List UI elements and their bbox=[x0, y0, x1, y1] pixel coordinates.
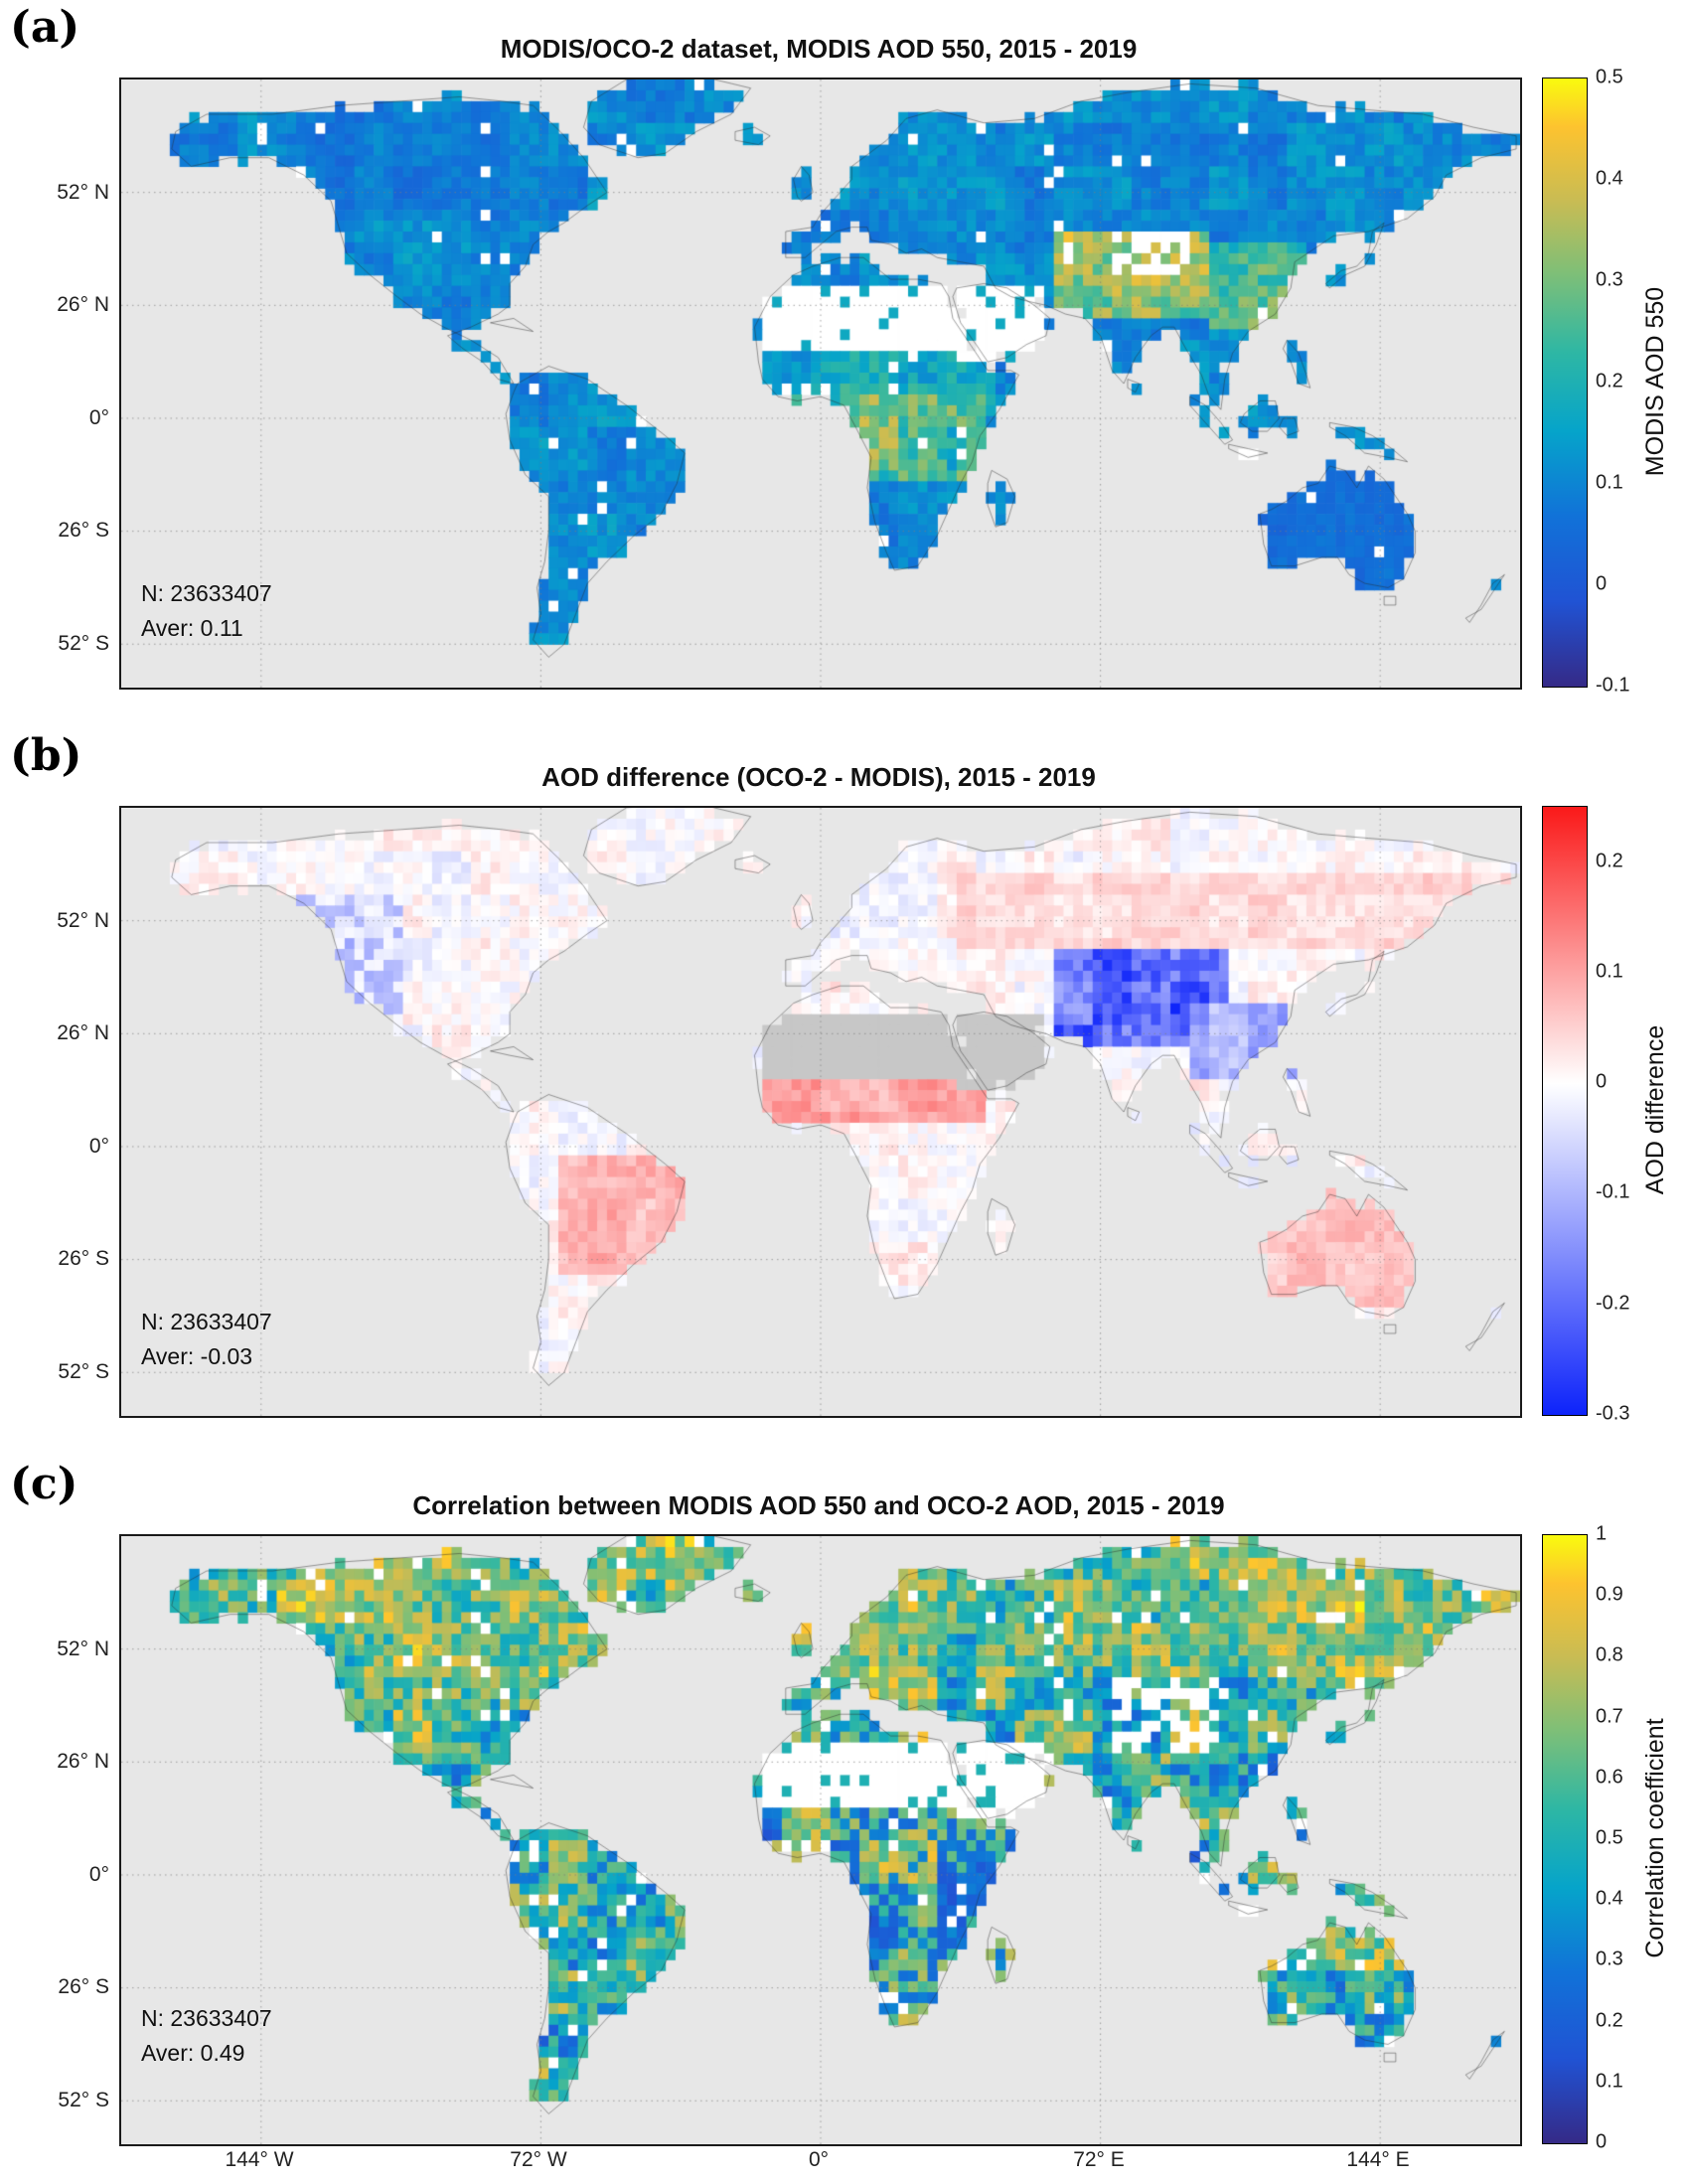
colorbar-tick: 0.2 bbox=[1596, 2009, 1623, 2032]
colorbar-tick: 0.2 bbox=[1596, 850, 1623, 872]
stats-c: N: 23633407 Aver: 0.49 bbox=[141, 2001, 272, 2070]
colorbar-tick: 0.8 bbox=[1596, 1643, 1623, 1666]
colorbar-tick: 0.9 bbox=[1596, 1583, 1623, 1606]
colorbar-label-c: Correlation coefficient bbox=[1641, 1718, 1669, 1958]
ytick-26s-b: 26° S bbox=[58, 1247, 109, 1270]
colorbar-ticks-b: -0.3 -0.2 -0.1 0 0.1 0.2 bbox=[1596, 806, 1675, 1424]
ytick-26n-b: 26° N bbox=[57, 1021, 109, 1044]
colorbar-tick: 0.4 bbox=[1596, 167, 1623, 190]
stat-aver-c: Aver: 0.49 bbox=[141, 2039, 245, 2066]
stats-a: N: 23633407 Aver: 0.11 bbox=[141, 576, 272, 645]
colorbar-a bbox=[1542, 78, 1588, 688]
colorbar-gradient-c bbox=[1543, 1535, 1587, 2143]
xtick-144e: 144° E bbox=[1346, 2148, 1410, 2171]
map-canvas-a bbox=[121, 79, 1520, 688]
ytick-0-b: 0° bbox=[88, 1135, 109, 1158]
colorbar-tick: 0.3 bbox=[1596, 1948, 1623, 1970]
panel-a: (a) MODIS/OCO-2 dataset, MODIS AOD 550, … bbox=[0, 0, 1687, 728]
colorbar-tick: 1 bbox=[1596, 1522, 1608, 1545]
colorbar-tick: 0.5 bbox=[1596, 66, 1623, 88]
xtick-144w: 144° W bbox=[225, 2148, 294, 2171]
colorbar-tick: 0 bbox=[1596, 1070, 1608, 1093]
xtick-72w: 72° W bbox=[510, 2148, 567, 2171]
panel-label-c: (c) bbox=[10, 1459, 78, 1509]
colorbar-tick: 0.3 bbox=[1596, 268, 1623, 291]
ytick-52s-b: 52° S bbox=[58, 1360, 109, 1383]
panel-b: (b) AOD difference (OCO-2 - MODIS), 2015… bbox=[0, 728, 1687, 1457]
ytick-52n-c: 52° N bbox=[57, 1638, 109, 1660]
stat-n-a: N: 23633407 bbox=[141, 580, 272, 606]
ytick-26n-c: 26° N bbox=[57, 1750, 109, 1773]
ytick-52n-a: 52° N bbox=[57, 181, 109, 204]
colorbar-tick: -0.2 bbox=[1596, 1292, 1630, 1315]
panel-label-a: (a) bbox=[10, 2, 80, 53]
stat-aver-b: Aver: -0.03 bbox=[141, 1342, 253, 1369]
colorbar-tick: 0.7 bbox=[1596, 1705, 1623, 1728]
ytick-52s-a: 52° S bbox=[58, 632, 109, 655]
colorbar-tick: 0.1 bbox=[1596, 471, 1623, 494]
colorbar-tick: -0.1 bbox=[1596, 674, 1630, 697]
colorbar-tick: 0.1 bbox=[1596, 2070, 1623, 2093]
panel-title-a: MODIS/OCO-2 dataset, MODIS AOD 550, 2015… bbox=[500, 34, 1138, 64]
stats-b: N: 23633407 Aver: -0.03 bbox=[141, 1305, 272, 1373]
map-b: N: 23633407 Aver: -0.03 bbox=[119, 806, 1522, 1418]
colorbar-b bbox=[1542, 806, 1588, 1416]
panel-label-b: (b) bbox=[10, 730, 82, 781]
ytick-26n-a: 26° N bbox=[57, 293, 109, 316]
panel-c: (c) Correlation between MODIS AOD 550 an… bbox=[0, 1457, 1687, 2184]
map-c: N: 23633407 Aver: 0.49 bbox=[119, 1534, 1522, 2146]
colorbar-tick: 0 bbox=[1596, 2130, 1608, 2153]
colorbar-tick: -0.3 bbox=[1596, 1402, 1630, 1425]
colorbar-tick: 0.1 bbox=[1596, 960, 1623, 983]
map-canvas-b bbox=[121, 808, 1520, 1416]
colorbar-label-a: MODIS AOD 550 bbox=[1641, 286, 1669, 477]
panel-title-c: Correlation between MODIS AOD 550 and OC… bbox=[412, 1490, 1225, 1520]
colorbar-ticks-c: 0 0.1 0.2 0.3 0.4 0.5 0.6 0.7 0.8 0.9 1 bbox=[1596, 1523, 1675, 2153]
ytick-26s-a: 26° S bbox=[58, 519, 109, 542]
ytick-52s-c: 52° S bbox=[58, 2089, 109, 2111]
colorbar-tick: 0.6 bbox=[1596, 1766, 1623, 1789]
colorbar-gradient-a bbox=[1543, 78, 1587, 687]
stat-n-c: N: 23633407 bbox=[141, 2005, 272, 2031]
colorbar-tick: 0.5 bbox=[1596, 1826, 1623, 1849]
colorbar-tick: 0.4 bbox=[1596, 1887, 1623, 1910]
xtick-72e: 72° E bbox=[1073, 2148, 1125, 2171]
colorbar-tick: -0.1 bbox=[1596, 1180, 1630, 1203]
colorbar-gradient-b bbox=[1543, 807, 1587, 1415]
map-canvas-c bbox=[121, 1536, 1520, 2144]
stat-n-b: N: 23633407 bbox=[141, 1309, 272, 1334]
map-a: N: 23633407 Aver: 0.11 bbox=[119, 78, 1522, 690]
ytick-52n-b: 52° N bbox=[57, 909, 109, 932]
panel-title-b: AOD difference (OCO-2 - MODIS), 2015 - 2… bbox=[541, 762, 1096, 792]
colorbar-tick: 0 bbox=[1596, 572, 1608, 595]
stat-aver-a: Aver: 0.11 bbox=[141, 614, 243, 641]
ytick-0-c: 0° bbox=[88, 1863, 109, 1886]
colorbar-label-b: AOD difference bbox=[1641, 1024, 1669, 1195]
ytick-0-a: 0° bbox=[88, 406, 109, 429]
colorbar-ticks-a: -0.1 0 0.1 0.2 0.3 0.4 0.5 bbox=[1596, 67, 1675, 697]
ytick-26s-c: 26° S bbox=[58, 1975, 109, 1998]
colorbar-tick: 0.2 bbox=[1596, 370, 1623, 392]
colorbar-c bbox=[1542, 1534, 1588, 2144]
xtick-0: 0° bbox=[808, 2148, 830, 2171]
